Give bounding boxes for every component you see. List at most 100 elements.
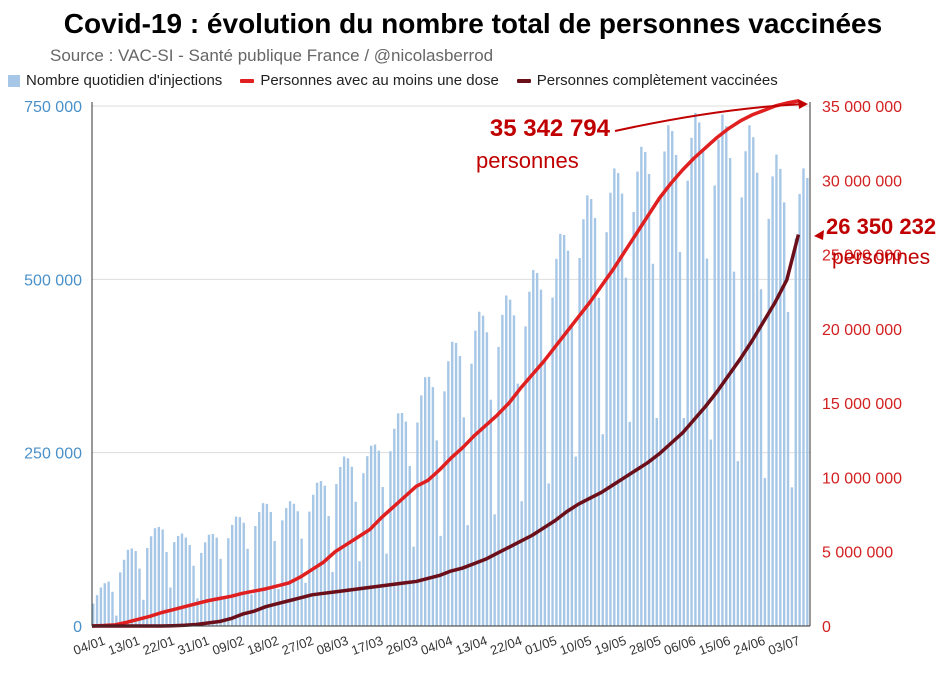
injection-bar xyxy=(505,295,508,626)
injection-bar xyxy=(412,546,415,626)
injection-bar xyxy=(335,484,338,626)
annotation-one-dose-text: personnes xyxy=(476,148,579,173)
injection-bar xyxy=(134,551,137,626)
injection-bar xyxy=(562,234,566,626)
injection-bar xyxy=(713,185,716,626)
injection-bar xyxy=(138,568,141,626)
x-tick-label: 04/04 xyxy=(419,633,455,658)
legend-label-injections: Nombre quotidien d'injections xyxy=(26,72,223,89)
injection-bar xyxy=(748,125,751,626)
injection-bar xyxy=(759,289,763,626)
injection-bar xyxy=(601,434,604,626)
injection-bar xyxy=(705,258,709,626)
y-left-tick-label: 750 000 xyxy=(24,99,82,116)
annotation-complete-value: 26 350 232 xyxy=(826,214,936,239)
injection-bar xyxy=(701,151,705,626)
injection-bar xyxy=(489,399,492,626)
injection-bar xyxy=(385,553,388,626)
injection-bar xyxy=(613,168,616,626)
x-tick-label: 17/03 xyxy=(349,633,385,658)
injection-bar xyxy=(261,503,265,626)
injection-bar xyxy=(234,516,238,626)
annotation-one-dose-arrow xyxy=(614,103,805,132)
injection-bar xyxy=(802,168,805,626)
injection-bar xyxy=(462,417,465,626)
injection-bar xyxy=(416,422,419,626)
injection-bar xyxy=(566,250,570,627)
legend-item-complete: Personnes complètement vaccinées xyxy=(516,72,778,89)
injection-bar xyxy=(126,549,130,626)
y-right-tick-label: 10 000 000 xyxy=(822,470,902,487)
y-right-tick-label: 0 xyxy=(822,619,831,636)
injection-bar xyxy=(528,291,531,626)
y-right-tick-label: 20 000 000 xyxy=(822,322,902,339)
injection-bar xyxy=(165,552,168,626)
injection-bar xyxy=(292,503,296,626)
injection-bar xyxy=(458,355,462,626)
injection-bar xyxy=(717,139,720,627)
legend-item-one-dose: Personnes avec au moins une dose xyxy=(240,72,499,89)
x-tick-label: 03/07 xyxy=(766,633,802,658)
injection-bar xyxy=(281,520,284,626)
x-tick-label: 10/05 xyxy=(558,633,594,658)
x-tick-label: 24/06 xyxy=(731,633,767,658)
injection-bar xyxy=(752,137,755,626)
injection-bar xyxy=(362,473,365,626)
y-left-tick-label: 250 000 xyxy=(24,446,82,463)
injection-bar xyxy=(207,534,211,626)
injection-bar xyxy=(644,151,647,626)
injection-bar xyxy=(203,542,207,626)
injection-bar xyxy=(547,483,550,626)
y-left-tick-label: 0 xyxy=(73,619,82,636)
injection-bar xyxy=(771,176,774,626)
injection-bar xyxy=(99,587,103,626)
injection-bar xyxy=(632,211,635,626)
chart-title: Covid-19 : évolution du nombre total de … xyxy=(63,8,883,39)
injection-bar xyxy=(624,277,628,626)
injection-bar xyxy=(790,487,794,626)
injection-bar xyxy=(524,326,527,626)
injection-bar xyxy=(230,524,234,626)
injection-bar xyxy=(586,195,589,626)
injection-bar xyxy=(682,418,686,626)
injection-bar xyxy=(555,258,558,626)
x-tick-label: 18/02 xyxy=(245,633,281,658)
injection-bar xyxy=(775,154,778,627)
injection-bar xyxy=(277,589,280,626)
injection-bar xyxy=(358,561,361,626)
injection-bar xyxy=(485,332,489,626)
injection-bar xyxy=(219,558,222,626)
legend-label-one-dose: Personnes avec au moins une dose xyxy=(260,72,499,89)
injection-bar xyxy=(342,456,346,626)
annotation-complete-text: personnes xyxy=(832,246,930,269)
injection-bar xyxy=(651,263,655,626)
injection-bar xyxy=(508,299,512,626)
y-right-tick-label: 5 000 000 xyxy=(822,545,893,562)
injection-bar xyxy=(285,508,288,626)
injection-bar xyxy=(755,172,759,626)
injection-bar xyxy=(593,217,597,627)
injection-bar xyxy=(373,444,377,626)
injection-bar xyxy=(559,233,562,627)
injection-bar xyxy=(435,440,438,626)
injection-bar xyxy=(698,122,701,626)
injection-bar xyxy=(721,114,724,627)
injection-bar xyxy=(354,501,357,626)
injection-bar xyxy=(474,330,477,626)
injection-bar xyxy=(188,545,191,626)
injection-bar xyxy=(678,251,682,626)
annotations-group: 35 342 794 personnes 26 350 232 personnes xyxy=(476,99,936,269)
injection-bar xyxy=(655,418,658,626)
injection-bar xyxy=(381,486,384,626)
injection-bar xyxy=(497,346,500,626)
injection-bar xyxy=(539,289,543,626)
x-tick-label: 28/05 xyxy=(627,633,663,658)
annotation-complete-arrowhead xyxy=(814,230,824,240)
injection-bar xyxy=(308,511,311,626)
injection-bar xyxy=(767,218,770,626)
injection-bar xyxy=(609,192,612,626)
injection-bar xyxy=(296,511,299,626)
injection-bar xyxy=(493,514,496,626)
injection-bar xyxy=(798,193,801,626)
